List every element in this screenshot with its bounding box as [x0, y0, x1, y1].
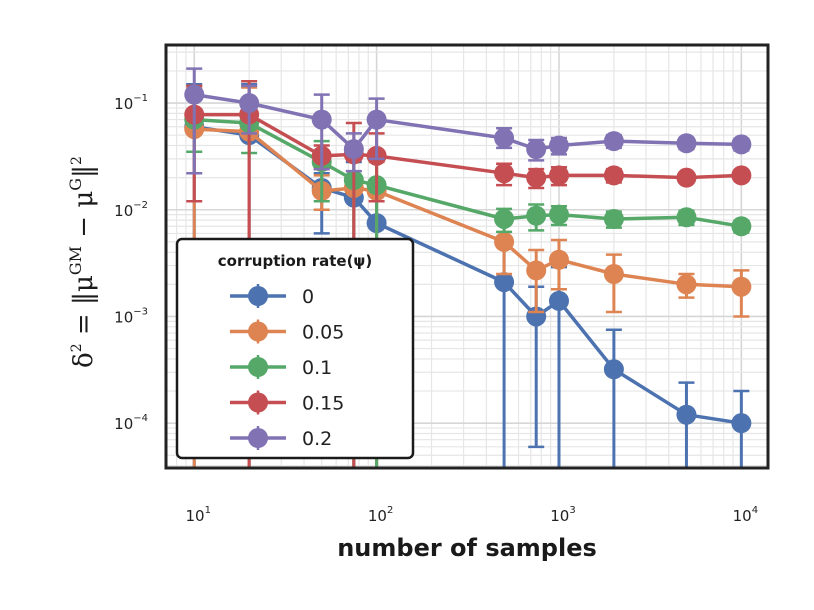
data-point	[676, 274, 697, 295]
legend-label: 0.1	[302, 357, 332, 379]
data-point	[494, 231, 515, 252]
data-point	[676, 133, 697, 154]
data-point	[676, 167, 697, 188]
x-tick-label: 103	[550, 505, 575, 525]
data-point	[239, 93, 260, 114]
data-point	[603, 131, 624, 152]
data-point	[343, 139, 364, 160]
y-tick-label: 10−2	[114, 200, 148, 220]
legend-marker	[248, 357, 268, 377]
data-point	[184, 84, 205, 105]
data-point	[676, 207, 697, 228]
data-point	[603, 359, 624, 380]
legend-marker	[248, 321, 268, 342]
data-point	[526, 139, 547, 160]
data-point	[494, 163, 515, 184]
data-point	[366, 109, 387, 130]
x-tick-label: 104	[733, 505, 758, 525]
data-point	[731, 216, 752, 237]
legend-entry-3: 0.15	[230, 390, 344, 415]
y-tick-label: 10−4	[114, 413, 148, 433]
x-axis-label: number of samples	[337, 534, 597, 562]
y-tick-label: 10−3	[114, 306, 148, 326]
legend-label: 0	[302, 286, 314, 308]
legend-marker	[248, 286, 268, 306]
data-point	[731, 165, 752, 186]
series-layer	[184, 67, 752, 468]
series-3	[184, 80, 752, 468]
legend-entry-4: 0.2	[230, 426, 332, 450]
legend-box	[175, 237, 415, 460]
legend-entries: 0 0.05 0.1 0.15 0.2	[230, 284, 344, 450]
data-point	[311, 109, 332, 130]
data-point	[494, 272, 515, 293]
data-point	[603, 263, 624, 284]
data-point	[603, 208, 624, 229]
legend-label: 0.05	[302, 322, 344, 344]
data-point	[526, 167, 547, 188]
legend-marker	[248, 392, 268, 413]
legend-marker	[248, 428, 268, 448]
legend-entry-0: 0	[230, 284, 314, 308]
x-tick-label: 102	[368, 505, 393, 525]
legend-entry-2: 0.1	[230, 355, 332, 379]
data-point	[548, 135, 569, 156]
data-point	[548, 290, 569, 311]
legend-title: corruption rate(ψ)	[218, 252, 372, 270]
data-point	[603, 165, 624, 186]
x-tick-label: 101	[186, 505, 211, 525]
data-point	[526, 205, 547, 226]
data-point	[731, 276, 752, 297]
plot-frame	[164, 43, 770, 470]
data-point	[548, 204, 569, 225]
data-point	[548, 249, 569, 270]
legend-label: 0.15	[302, 393, 344, 415]
legend-entry-1: 0.05	[230, 319, 344, 344]
series-4	[184, 67, 752, 175]
data-point	[676, 404, 697, 425]
data-point	[731, 413, 752, 434]
data-point	[731, 134, 752, 155]
data-point	[548, 165, 569, 186]
data-point	[494, 208, 515, 229]
data-point	[494, 128, 515, 149]
data-point	[526, 260, 547, 281]
y-axis-label: δ2 = ‖μGM − μG‖2	[66, 156, 99, 368]
legend-label: 0.2	[302, 428, 332, 450]
y-tick-label: 10−1	[114, 93, 148, 113]
legend: corruption rate(ψ) 0 0.05 0.1 0.15 0.2	[175, 237, 415, 460]
